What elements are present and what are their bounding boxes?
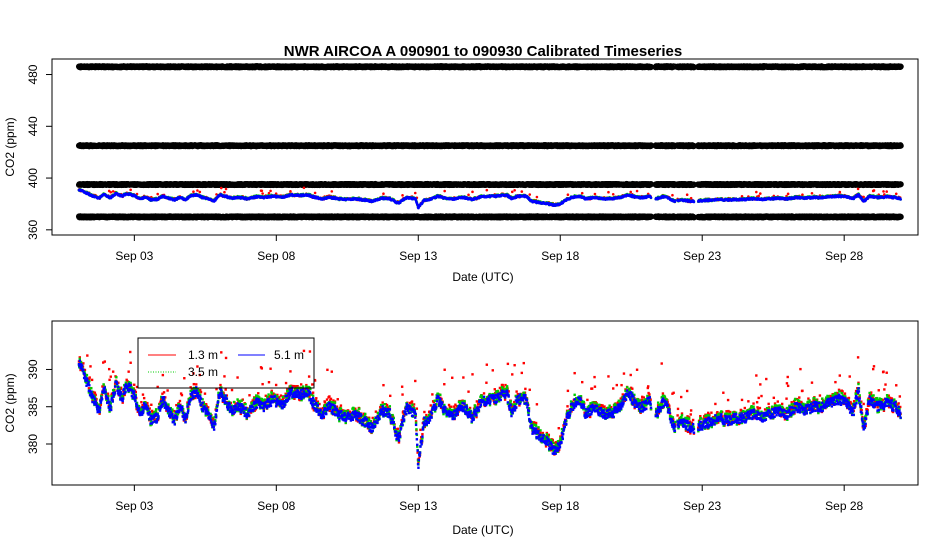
- top-plot-marks: [75, 63, 904, 221]
- top-plot-frame: [51, 58, 919, 236]
- chart-title: NWR AIRCOA A 090901 to 090930 Calibrated…: [284, 43, 683, 60]
